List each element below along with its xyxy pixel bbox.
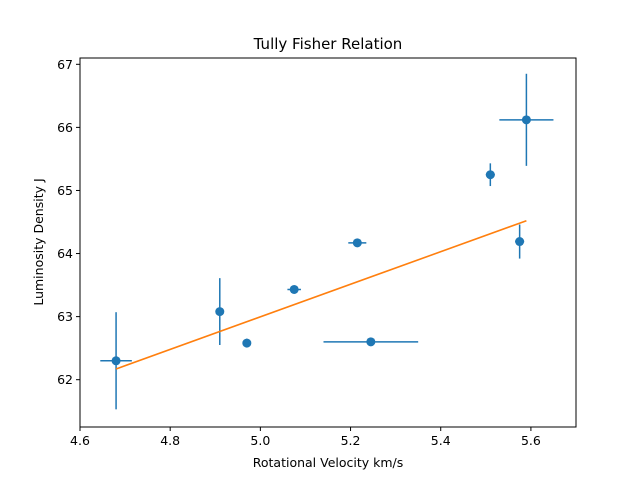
data-point — [515, 224, 525, 259]
data-point — [323, 337, 419, 347]
data-point — [348, 238, 367, 248]
x-tick-label: 5.6 — [521, 433, 541, 448]
point-marker — [515, 237, 525, 247]
y-tick-label: 67 — [57, 57, 73, 72]
data-point — [215, 278, 225, 345]
data-point — [485, 163, 495, 187]
y-tick-label: 62 — [57, 372, 73, 387]
y-tick-label: 64 — [57, 246, 73, 261]
y-tick-label: 66 — [57, 120, 73, 135]
x-tick-label: 5.0 — [250, 433, 270, 448]
y-axis: 62 63 64 65 66 67 — [57, 57, 80, 387]
point-marker — [111, 356, 121, 366]
point-marker — [215, 307, 225, 317]
x-axis: 4.6 4.8 5.0 5.2 5.4 5.6 — [70, 427, 541, 448]
x-tick-label: 4.8 — [160, 433, 180, 448]
fit-line — [115, 219, 527, 370]
axes-frame — [79, 57, 577, 428]
x-tick-label: 4.6 — [70, 433, 90, 448]
point-marker — [242, 338, 252, 348]
point-marker — [352, 238, 362, 248]
point-marker — [366, 337, 376, 347]
point-marker — [289, 284, 299, 294]
y-tick-label: 63 — [57, 309, 73, 324]
chart-title: Tully Fisher Relation — [253, 35, 403, 53]
y-axis-title: Luminosity Density J — [31, 178, 46, 305]
data-point — [499, 73, 554, 166]
point-marker — [485, 170, 495, 180]
data-point — [242, 338, 252, 348]
data-point — [287, 284, 301, 294]
x-tick-label: 5.4 — [431, 433, 451, 448]
plot-area — [100, 73, 554, 410]
x-axis-title: Rotational Velocity km/s — [253, 455, 404, 470]
data-point — [100, 312, 132, 410]
y-tick-label: 65 — [57, 183, 73, 198]
x-tick-label: 5.2 — [341, 433, 361, 448]
point-marker — [521, 115, 531, 125]
